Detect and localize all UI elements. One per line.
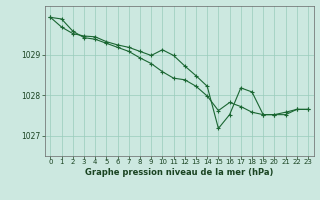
X-axis label: Graphe pression niveau de la mer (hPa): Graphe pression niveau de la mer (hPa) — [85, 168, 273, 177]
